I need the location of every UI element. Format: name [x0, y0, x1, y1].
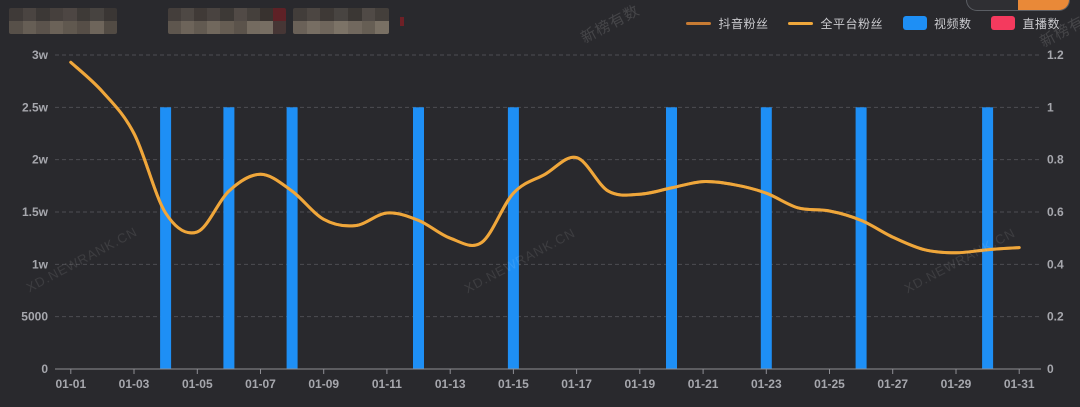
y-axis-label-right: 1 — [1047, 100, 1054, 114]
x-axis-label: 01-23 — [751, 377, 782, 391]
x-axis-label: 01-27 — [877, 377, 908, 391]
y-axis-label-left: 2.5w — [22, 100, 49, 114]
y-axis-label-right: 0.6 — [1047, 205, 1064, 219]
video-count-bar[interactable] — [160, 107, 172, 370]
legend-item-video-count[interactable]: 视频数 — [902, 15, 972, 32]
x-axis-label: 01-03 — [119, 377, 150, 391]
legend-label: 视频数 — [933, 16, 972, 31]
redacted-text — [9, 8, 117, 34]
video-count-bar[interactable] — [666, 107, 677, 370]
legend-item-live-count[interactable]: 直播数 — [991, 15, 1060, 32]
y-axis-label-left: 5000 — [21, 310, 48, 324]
legend-label: 直播数 — [1022, 16, 1060, 31]
line-swatch-icon — [686, 21, 712, 25]
x-axis-label: 01-15 — [498, 377, 529, 391]
y-axis-label-left: 2w — [32, 153, 49, 167]
x-axis-label: 01-13 — [435, 377, 466, 391]
y-axis-label-right: 1.2 — [1047, 48, 1064, 62]
legend-item-all-platform-fans[interactable]: 全平台粉丝 — [788, 15, 883, 32]
legend-item-douyin-fans[interactable]: 抖音粉丝 — [686, 15, 768, 32]
x-axis-label: 01-21 — [688, 377, 719, 391]
y-axis-label-left: 1.5w — [22, 205, 49, 219]
toggle-active-segment[interactable] — [1018, 0, 1069, 10]
y-axis-label-right: 0 — [1047, 362, 1054, 376]
video-count-bar[interactable] — [507, 107, 519, 370]
video-count-bar[interactable] — [223, 107, 235, 370]
x-axis-label: 01-17 — [561, 377, 592, 391]
y-axis-label-right: 0.8 — [1047, 153, 1064, 167]
video-count-bar[interactable] — [760, 107, 772, 370]
line-swatch-icon — [788, 21, 814, 25]
douyin-fans-line[interactable] — [69, 60, 1021, 255]
redacted-badge — [400, 17, 404, 26]
x-axis-label: 01-01 — [55, 377, 86, 391]
y-axis-label-left: 1w — [32, 257, 49, 271]
x-axis-label: 01-25 — [814, 377, 845, 391]
chart-legend: 抖音粉丝 全平台粉丝 视频数 直播数 — [686, 15, 1060, 31]
video-count-bar[interactable] — [286, 107, 298, 370]
legend-label: 抖音粉丝 — [718, 16, 769, 31]
y-axis-label-left: 0 — [41, 362, 48, 376]
legend-label: 全平台粉丝 — [820, 16, 883, 31]
bar-swatch-icon — [991, 16, 1016, 30]
x-axis-label: 01-05 — [182, 377, 213, 391]
x-axis-label: 01-19 — [624, 377, 655, 391]
bar-swatch-icon — [902, 16, 927, 30]
video-count-bar[interactable] — [855, 107, 867, 370]
video-count-bar[interactable] — [413, 107, 424, 370]
x-axis-label: 01-09 — [308, 377, 339, 391]
x-axis-label: 01-11 — [372, 377, 402, 391]
y-axis-label-left: 3w — [32, 48, 49, 62]
all-platform-fans-line[interactable] — [69, 60, 1021, 255]
x-axis-label: 01-29 — [941, 377, 972, 391]
video-count-bar[interactable] — [982, 107, 994, 370]
y-axis-label-right: 0.4 — [1047, 257, 1064, 271]
x-axis-label: 01-07 — [245, 377, 276, 391]
redacted-text — [168, 8, 286, 34]
redacted-text — [293, 8, 389, 34]
x-axis-label: 01-31 — [1004, 377, 1035, 391]
y-axis-label-right: 0.2 — [1047, 310, 1064, 324]
